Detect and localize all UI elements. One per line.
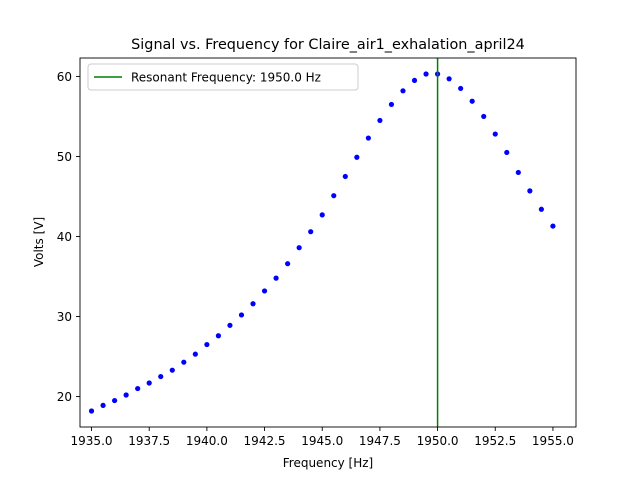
y-tick-label: 50	[57, 150, 72, 164]
data-point	[158, 373, 164, 380]
plot-area	[88, 58, 556, 427]
data-point	[238, 312, 245, 318]
axes-frame	[79, 57, 577, 428]
y-tick-label: 60	[57, 70, 72, 84]
data-point	[181, 359, 187, 365]
data-point	[261, 288, 268, 294]
x-tick-label: 1952.5	[474, 434, 516, 448]
data-point	[423, 71, 429, 77]
data-point	[135, 385, 141, 392]
data-point	[169, 367, 175, 373]
data-point	[88, 408, 95, 414]
data-point	[446, 76, 452, 82]
x-tick-label: 1947.5	[359, 434, 401, 448]
legend-label: Resonant Frequency: 1950.0 Hz	[131, 71, 321, 85]
x-tick-label: 1935.0	[71, 434, 113, 448]
data-point	[146, 380, 152, 386]
axes: 1935.0 1937.5 1940.0 1942.5 1945.0 1947.5 1950…	[57, 57, 577, 448]
data-point	[331, 193, 337, 199]
y-tick-label: 20	[57, 390, 72, 404]
data-point	[365, 135, 371, 141]
x-tick-label: 1955.0	[532, 434, 574, 448]
x-tick-label: 1937.5	[128, 434, 170, 448]
data-point	[377, 117, 383, 124]
y-tick-label: 30	[57, 310, 72, 324]
data-point	[204, 341, 210, 348]
data-point	[250, 301, 256, 307]
data-point	[458, 85, 464, 92]
data-point	[123, 392, 129, 398]
legend-box	[87, 63, 359, 91]
x-tick-label: 1942.5	[244, 434, 286, 448]
data-point	[215, 333, 222, 339]
data-point	[227, 322, 233, 328]
legend: Resonant Frequency: 1950.0 Hz	[87, 63, 359, 91]
data-point	[285, 261, 291, 267]
chart-title: Signal vs. Frequency for Claire_air1_exh…	[131, 37, 525, 53]
x-tick-label: 1945.0	[301, 434, 343, 448]
data-point	[354, 154, 360, 160]
data-point	[112, 397, 118, 404]
data-point	[400, 88, 406, 94]
data-point	[492, 131, 498, 137]
data-point	[308, 229, 314, 235]
data-point	[550, 223, 556, 229]
data-point	[388, 101, 395, 108]
data-point	[296, 245, 302, 251]
x-tick-label: 1950.0	[417, 434, 459, 448]
data-point	[527, 188, 533, 194]
data-point	[515, 169, 521, 176]
data-point	[100, 402, 106, 408]
data-point	[411, 77, 418, 84]
x-axis-label: Frequency [Hz]	[283, 456, 374, 470]
data-point	[319, 212, 325, 218]
data-point	[504, 149, 510, 156]
x-tick-label: 1940.0	[186, 434, 228, 448]
data-point	[273, 275, 279, 281]
data-point	[192, 351, 198, 357]
data-point	[342, 173, 348, 180]
data-point	[469, 98, 475, 104]
y-axis-label: Volts [V]	[32, 217, 46, 267]
data-point	[538, 206, 544, 212]
data-point	[481, 113, 487, 120]
y-tick-label: 40	[57, 230, 72, 244]
